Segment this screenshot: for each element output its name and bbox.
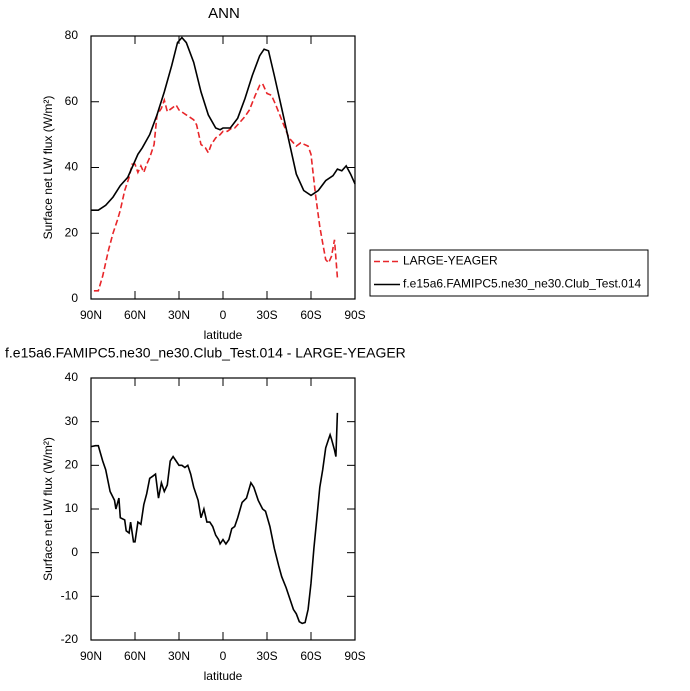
y-tick-label: 40 <box>65 370 79 384</box>
y-tick-label: 80 <box>65 28 79 42</box>
x-tick-label: 0 <box>220 308 227 322</box>
plot-frame <box>90 377 356 641</box>
legend-box <box>369 249 649 297</box>
x-tick-label: 30N <box>168 308 190 322</box>
chart-title: f.e15a6.FAMIPC5.ne30_ne30.Club_Test.014 … <box>5 345 406 361</box>
y-tick-label: 40 <box>65 160 79 174</box>
x-tick-label: 60S <box>300 649 321 663</box>
y-axis-label: Surface net LW flux (W/m²) <box>41 437 55 581</box>
x-tick-label: 30S <box>256 308 277 322</box>
y-tick-label: 0 <box>71 291 78 305</box>
legend-label: f.e15a6.FAMIPC5.ne30_ne30.Club_Test.014 <box>403 277 641 291</box>
y-tick-label: 0 <box>71 545 78 559</box>
y-tick-label: 20 <box>65 458 79 472</box>
x-tick-label: 30N <box>168 649 190 663</box>
x-tick-label: 60N <box>124 649 146 663</box>
x-tick-label: 0 <box>220 649 227 663</box>
x-tick-label: 90N <box>80 649 102 663</box>
chart-title: ANN <box>208 5 240 22</box>
x-axis-label: latitude <box>204 328 243 342</box>
y-tick-label: 20 <box>65 225 79 239</box>
y-tick-label: -10 <box>61 589 79 603</box>
y-tick-label: 30 <box>65 414 79 428</box>
x-tick-label: 90N <box>80 308 102 322</box>
x-tick-label: 90S <box>344 649 365 663</box>
x-tick-label: 90S <box>344 308 365 322</box>
legend-label: LARGE-YEAGER <box>403 254 498 268</box>
y-tick-label: 10 <box>65 501 79 515</box>
x-tick-label: 60N <box>124 308 146 322</box>
y-tick-label: 60 <box>65 94 79 108</box>
data-line <box>90 412 339 625</box>
data-line <box>91 36 356 211</box>
data-line <box>93 82 339 292</box>
x-tick-label: 30S <box>256 649 277 663</box>
y-tick-label: -20 <box>61 632 79 646</box>
x-tick-label: 60S <box>300 308 321 322</box>
x-axis-label: latitude <box>204 669 243 683</box>
y-axis-label: Surface net LW flux (W/m²) <box>41 96 55 240</box>
